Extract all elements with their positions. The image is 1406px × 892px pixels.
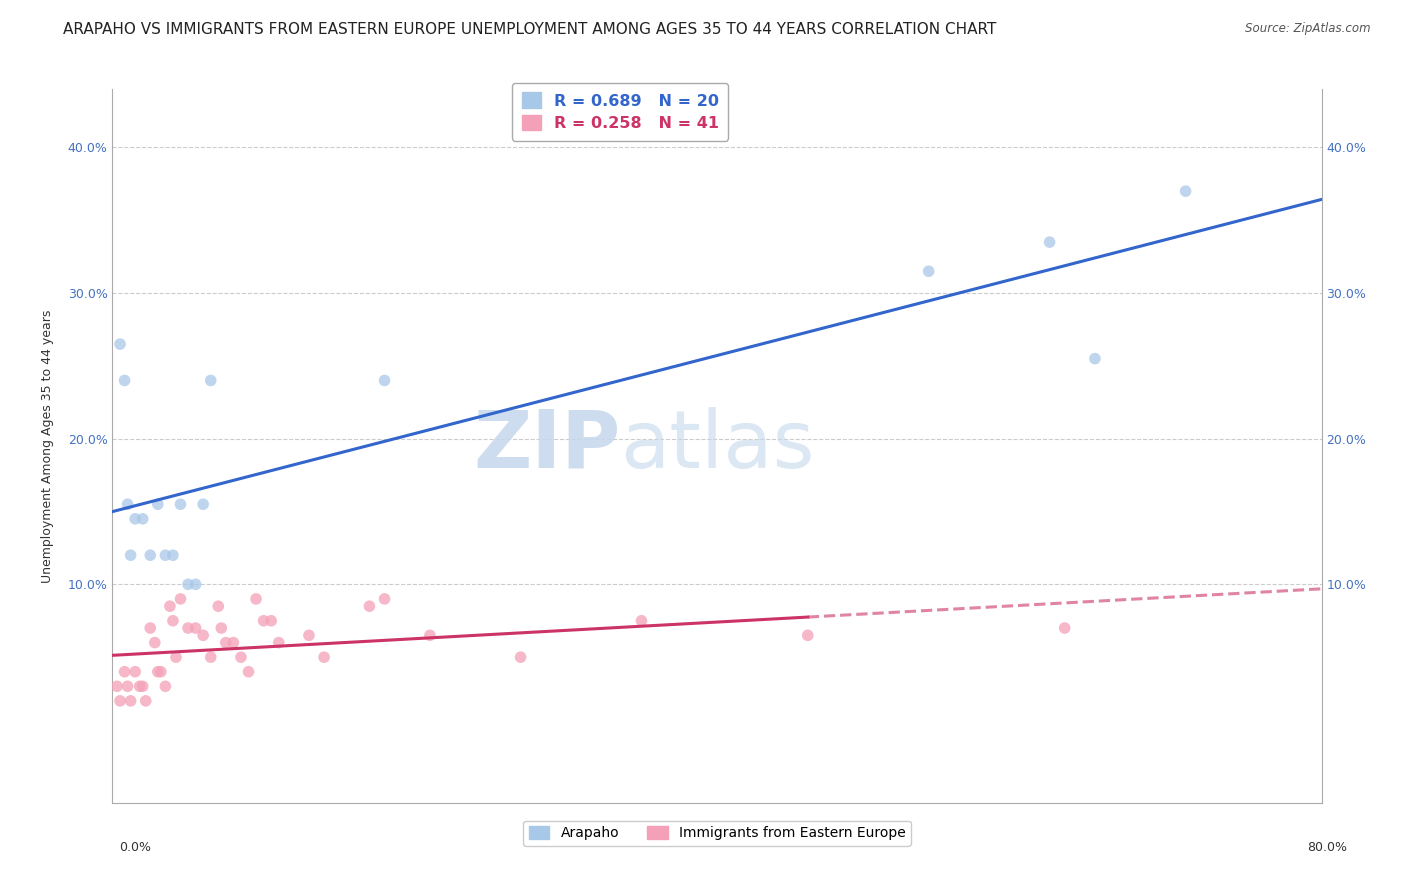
Point — [117, 497, 139, 511]
Point — [215, 635, 238, 649]
Point — [260, 614, 283, 628]
Point — [298, 628, 321, 642]
Point — [124, 665, 146, 679]
Point — [630, 614, 652, 628]
Point — [117, 679, 139, 693]
Point — [135, 694, 157, 708]
Point — [245, 591, 267, 606]
Point — [1038, 235, 1062, 249]
Point — [128, 679, 150, 693]
Point — [114, 665, 136, 679]
Point — [207, 599, 229, 614]
Text: 80.0%: 80.0% — [1308, 841, 1347, 855]
Point — [169, 497, 191, 511]
Point — [108, 337, 131, 351]
Text: 0.0%: 0.0% — [120, 841, 152, 855]
Point — [155, 679, 177, 693]
Point — [105, 679, 128, 693]
Point — [120, 694, 142, 708]
Point — [165, 650, 187, 665]
Point — [162, 614, 184, 628]
Point — [177, 577, 200, 591]
Point — [314, 650, 336, 665]
Point — [253, 614, 276, 628]
Legend: Arapaho, Immigrants from Eastern Europe: Arapaho, Immigrants from Eastern Europe — [523, 821, 911, 846]
Point — [209, 621, 232, 635]
Point — [1084, 351, 1107, 366]
Point — [146, 497, 169, 511]
Point — [200, 650, 222, 665]
Point — [169, 591, 191, 606]
Point — [162, 548, 184, 562]
Point — [918, 264, 941, 278]
Point — [374, 374, 396, 388]
Point — [184, 577, 207, 591]
Point — [191, 497, 214, 511]
Point — [419, 628, 441, 642]
Point — [132, 679, 155, 693]
Point — [155, 548, 177, 562]
Point — [374, 591, 396, 606]
Point — [238, 665, 260, 679]
Point — [222, 635, 245, 649]
Text: ARAPAHO VS IMMIGRANTS FROM EASTERN EUROPE UNEMPLOYMENT AMONG AGES 35 TO 44 YEARS: ARAPAHO VS IMMIGRANTS FROM EASTERN EUROP… — [63, 22, 997, 37]
Point — [146, 665, 169, 679]
Point — [1053, 621, 1076, 635]
Point — [139, 548, 162, 562]
Text: ZIP: ZIP — [472, 407, 620, 485]
Point — [108, 694, 131, 708]
Point — [139, 621, 162, 635]
Point — [124, 512, 146, 526]
Point — [267, 635, 290, 649]
Point — [132, 512, 155, 526]
Point — [114, 374, 136, 388]
Text: atlas: atlas — [620, 407, 814, 485]
Point — [359, 599, 381, 614]
Point — [509, 650, 531, 665]
Point — [191, 628, 214, 642]
Point — [143, 635, 166, 649]
Point — [1174, 184, 1197, 198]
Point — [149, 665, 172, 679]
Point — [159, 599, 181, 614]
Point — [229, 650, 252, 665]
Point — [200, 374, 222, 388]
Point — [184, 621, 207, 635]
Point — [177, 621, 200, 635]
Y-axis label: Unemployment Among Ages 35 to 44 years: Unemployment Among Ages 35 to 44 years — [41, 310, 53, 582]
Point — [796, 628, 818, 642]
Point — [120, 548, 142, 562]
Text: Source: ZipAtlas.com: Source: ZipAtlas.com — [1246, 22, 1371, 36]
